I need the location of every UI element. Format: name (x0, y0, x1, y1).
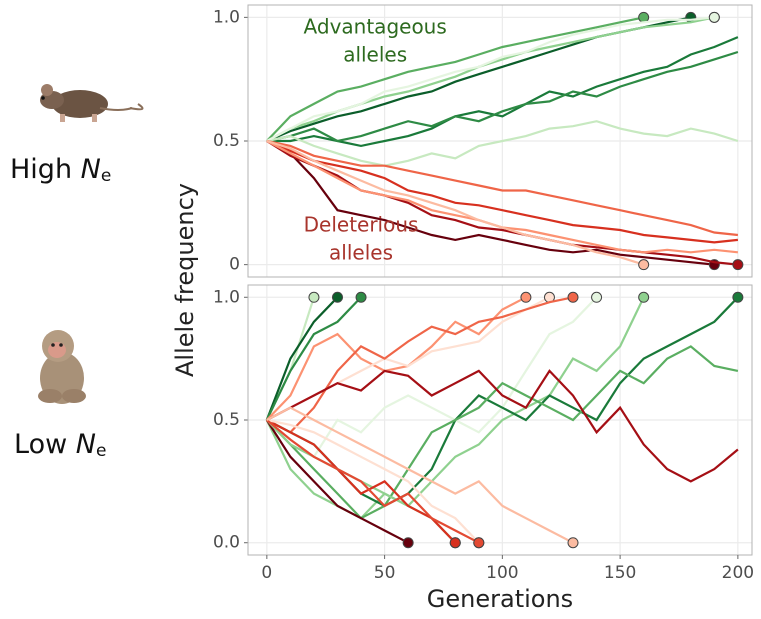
allele-line (265, 296, 362, 421)
y-tick-label: 1.0 (213, 287, 240, 307)
fixation-point (449, 537, 461, 549)
label-var: N (81, 154, 101, 185)
allele-line (266, 406, 574, 544)
allele-line (266, 419, 480, 544)
allele-line (265, 419, 409, 544)
fixation-point (638, 291, 650, 303)
group-label: Low Ne (14, 429, 106, 462)
fixation-point (308, 291, 320, 303)
y-tick-label: 1.0 (213, 7, 240, 27)
fixation-point (567, 291, 579, 303)
allele-line (266, 140, 739, 266)
y-tick-label: 0.0 (213, 533, 240, 553)
label-sub: e (96, 441, 106, 461)
x-tick-label: 100 (486, 563, 518, 583)
allele-line (266, 139, 739, 244)
allele-line (266, 419, 457, 544)
y-axis-label: Allele frequency (171, 183, 199, 377)
fixation-point (732, 291, 744, 303)
allele-line (266, 120, 739, 167)
y-tick-label: 0 (229, 255, 240, 275)
mouse-icon (40, 84, 144, 122)
annotation: alleles (329, 240, 393, 264)
label-var: N (76, 429, 96, 460)
fixation-point (331, 291, 343, 303)
panel-border (247, 284, 753, 556)
fixation-point (473, 537, 485, 549)
label-sub: e (101, 166, 111, 186)
fixation-point (355, 291, 367, 303)
allele-line (265, 296, 645, 520)
monkey-icon (38, 330, 86, 404)
allele-line (266, 139, 645, 266)
allele-line (266, 50, 739, 143)
allele-line (266, 139, 739, 237)
annotation: Deleterious (304, 212, 419, 236)
x-axis-label: Generations (427, 585, 573, 613)
x-tick-label: 0 (261, 563, 272, 583)
panel: 0.0 0.5 1.0 0 50 100 150 200 (213, 284, 754, 583)
annotation: Advantageous (304, 15, 447, 39)
label-text: Low (14, 429, 76, 460)
allele-line (266, 296, 598, 459)
annotation: alleles (343, 43, 407, 67)
y-tick-label: 0.5 (213, 410, 240, 430)
allele-line (266, 36, 739, 148)
panel: 0 0.5 1.0 Advantageous alleles Deleterious all… (213, 4, 753, 278)
allele-line (266, 140, 715, 266)
fixation-point (520, 291, 532, 303)
allele-line (266, 16, 715, 142)
x-tick-label: 50 (374, 563, 396, 583)
allele-line (266, 296, 527, 421)
fixation-point (567, 537, 579, 549)
x-tick-label: 200 (722, 563, 754, 583)
fixation-point (402, 537, 414, 549)
allele-line (266, 345, 739, 520)
allele-line (265, 296, 339, 421)
label-text: High (10, 154, 81, 185)
fixation-point (732, 259, 744, 271)
allele-line (266, 16, 644, 142)
x-tick-label: 150 (604, 563, 636, 583)
allele-line (266, 296, 574, 434)
panel-border (247, 4, 753, 278)
fixation-point (591, 291, 603, 303)
group-label: High Ne (10, 154, 111, 187)
allele-line (266, 418, 480, 544)
allele-line (266, 369, 739, 483)
fixation-point (708, 11, 720, 23)
fixation-point (638, 259, 650, 271)
y-tick-label: 0.5 (213, 131, 240, 151)
